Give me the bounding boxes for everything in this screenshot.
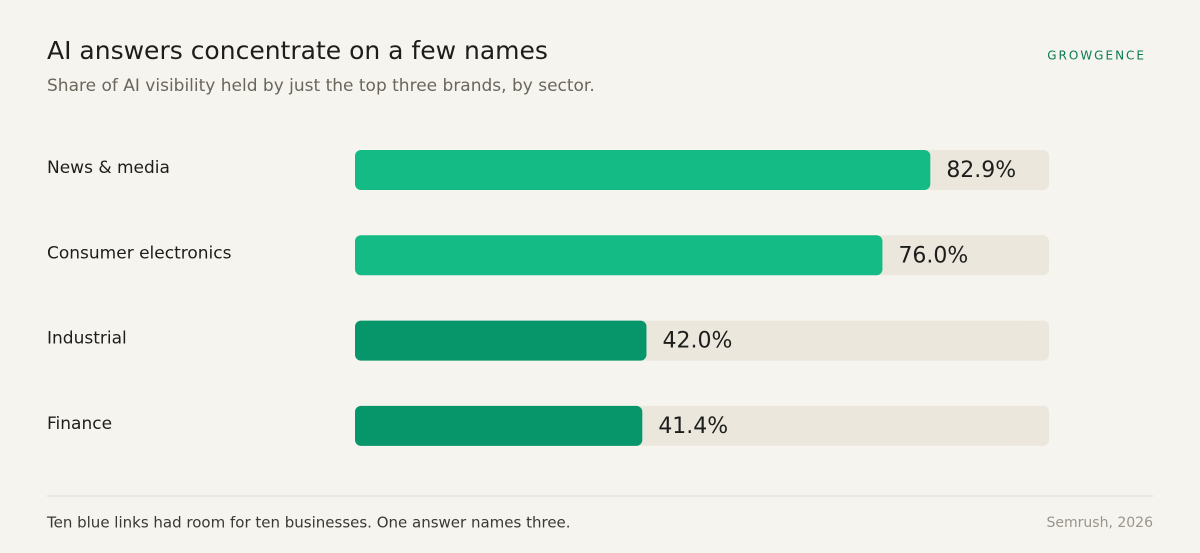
bar bbox=[355, 235, 883, 276]
footer-note: Ten blue links had room for ten business… bbox=[46, 514, 571, 532]
chart-subtitle: Share of AI visibility held by just the … bbox=[47, 76, 595, 96]
bar bbox=[355, 405, 643, 446]
value-label: 76.0% bbox=[898, 243, 968, 268]
value-label: 82.9% bbox=[946, 158, 1016, 183]
brand: GROWGENCE bbox=[1047, 49, 1146, 63]
value-label: 42.0% bbox=[662, 329, 732, 354]
source: Semrush, 2026 bbox=[1047, 515, 1154, 531]
bar bbox=[355, 150, 931, 190]
value-label: 41.4% bbox=[658, 414, 728, 439]
chart-title: AI answers concentrate on a few names bbox=[47, 36, 548, 65]
category-label: Finance bbox=[47, 414, 112, 434]
category-label: News & media bbox=[47, 158, 170, 178]
category-label: Industrial bbox=[47, 329, 127, 349]
bar bbox=[355, 320, 647, 361]
category-label: Consumer electronics bbox=[47, 243, 232, 263]
